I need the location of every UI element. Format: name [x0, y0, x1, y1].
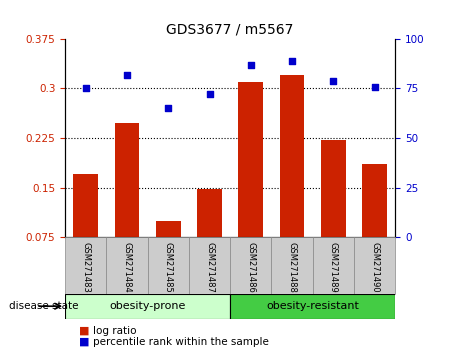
- Point: [123, 72, 131, 78]
- Point: [288, 58, 296, 64]
- Text: ■: ■: [79, 326, 90, 336]
- Text: GSM271490: GSM271490: [370, 242, 379, 292]
- Bar: [362, 165, 387, 287]
- Bar: [239, 82, 263, 287]
- Bar: [114, 123, 140, 287]
- Bar: [280, 75, 305, 287]
- Title: GDS3677 / m5567: GDS3677 / m5567: [166, 22, 294, 36]
- Bar: [197, 189, 222, 287]
- Bar: [106, 237, 147, 294]
- Text: ■: ■: [79, 337, 90, 347]
- Text: GSM271485: GSM271485: [164, 242, 173, 292]
- Bar: [189, 237, 230, 294]
- Point: [206, 92, 213, 97]
- Bar: [65, 237, 106, 294]
- Text: obesity-resistant: obesity-resistant: [266, 301, 359, 311]
- Text: GSM271483: GSM271483: [81, 242, 90, 293]
- Bar: [147, 237, 189, 294]
- Bar: [272, 237, 312, 294]
- Bar: [354, 237, 395, 294]
- Bar: [156, 221, 180, 287]
- Bar: [321, 140, 346, 287]
- Bar: [230, 237, 272, 294]
- Text: GSM271484: GSM271484: [122, 242, 132, 292]
- Bar: [230, 294, 395, 319]
- Text: GSM271487: GSM271487: [205, 242, 214, 293]
- Point: [330, 78, 337, 84]
- Bar: [65, 294, 230, 319]
- Text: percentile rank within the sample: percentile rank within the sample: [93, 337, 269, 347]
- Bar: [312, 237, 354, 294]
- Bar: [73, 175, 98, 287]
- Text: GSM271488: GSM271488: [287, 242, 297, 293]
- Text: disease state: disease state: [9, 301, 79, 311]
- Text: obesity-prone: obesity-prone: [109, 301, 186, 311]
- Point: [371, 84, 379, 89]
- Point: [247, 62, 254, 68]
- Point: [82, 86, 89, 91]
- Text: GSM271486: GSM271486: [246, 242, 255, 293]
- Text: GSM271489: GSM271489: [329, 242, 338, 292]
- Text: log ratio: log ratio: [93, 326, 137, 336]
- Point: [165, 105, 172, 111]
